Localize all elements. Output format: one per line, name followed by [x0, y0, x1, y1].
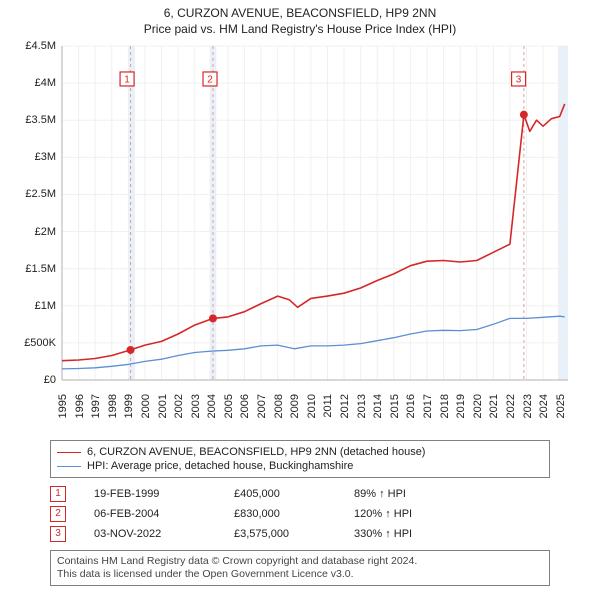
y-tick-label: £2.5M: [25, 188, 56, 200]
y-tick-label: £500K: [24, 337, 56, 349]
x-tick-label: 2016: [405, 394, 417, 418]
x-tick-label: 2019: [455, 394, 467, 418]
x-tick-label: 2003: [190, 394, 202, 418]
x-tick-label: 2018: [439, 394, 451, 418]
x-tick-label: 2017: [422, 394, 434, 418]
footer-attribution: Contains HM Land Registry data © Crown c…: [50, 550, 550, 586]
event-marker-badge: 3: [50, 526, 66, 542]
chart-container: 1 2 3 £0 £500K £1M £1.5M £2M £2.5M £3M £3.5M £4M £4…: [12, 42, 572, 412]
x-tick-label: 2014: [372, 394, 384, 418]
event-date: 19-FEB-1999: [94, 484, 234, 504]
event-price: £3,575,000: [234, 524, 354, 544]
footer-line2: This data is licensed under the Open Gov…: [57, 568, 543, 581]
y-tick-label: £4M: [35, 77, 56, 89]
event-price: £830,000: [234, 504, 354, 524]
y-tick-label: £3.5M: [25, 114, 56, 126]
event-marker-row: 2 06-FEB-2004£830,000120% ↑ HPI: [50, 504, 550, 524]
y-tick-label: £1M: [35, 300, 56, 312]
legend-swatch: [57, 466, 81, 467]
legend-label: 6, CURZON AVENUE, BEACONSFIELD, HP9 2NN …: [87, 445, 425, 459]
legend-label: HPI: Average price, detached house, Buck…: [87, 459, 353, 473]
event-date: 06-FEB-2004: [94, 504, 234, 524]
x-tick-label: 2002: [173, 394, 185, 418]
x-tick-label: 2005: [223, 394, 235, 418]
x-tick-label: 2000: [140, 394, 152, 418]
x-tick-label: 2013: [356, 394, 368, 418]
x-tick-label: 2021: [488, 394, 500, 418]
x-tick-label: 2025: [555, 394, 567, 418]
event-marker-badge: 1: [50, 486, 66, 502]
y-tick-label: £3M: [35, 151, 56, 163]
x-tick-label: 1997: [90, 394, 102, 418]
y-tick-label: £0: [44, 374, 56, 386]
svg-text:2: 2: [207, 74, 213, 85]
y-tick-label: £2M: [35, 226, 56, 238]
x-tick-label: 2020: [472, 394, 484, 418]
svg-text:3: 3: [516, 74, 522, 85]
event-markers-table: 1 19-FEB-1999£405,00089% ↑ HPI 2 06-FEB-200…: [50, 484, 550, 544]
legend-swatch: [57, 452, 81, 453]
line-chart: 1 2 3: [12, 42, 572, 412]
legend-item: 6, CURZON AVENUE, BEACONSFIELD, HP9 2NN …: [57, 445, 543, 459]
legend: 6, CURZON AVENUE, BEACONSFIELD, HP9 2NN …: [50, 440, 550, 478]
event-marker-badge: 2: [50, 506, 66, 522]
x-tick-label: 2015: [389, 394, 401, 418]
x-tick-label: 2001: [157, 394, 169, 418]
x-tick-label: 2024: [538, 394, 550, 418]
x-tick-label: 1996: [74, 394, 86, 418]
x-tick-label: 2008: [273, 394, 285, 418]
x-tick-label: 1998: [107, 394, 119, 418]
event-date: 03-NOV-2022: [94, 524, 234, 544]
title-line1: 6, CURZON AVENUE, BEACONSFIELD, HP9 2NN: [0, 6, 600, 20]
x-tick-label: 2004: [206, 394, 218, 418]
event-pct: 330% ↑ HPI: [354, 524, 550, 544]
x-tick-label: 1995: [57, 394, 69, 418]
event-marker-row: 3 03-NOV-2022£3,575,000330% ↑ HPI: [50, 524, 550, 544]
x-tick-label: 2006: [239, 394, 251, 418]
svg-text:1: 1: [124, 74, 130, 85]
footer-line1: Contains HM Land Registry data © Crown c…: [57, 555, 543, 568]
y-tick-label: £4.5M: [25, 40, 56, 52]
title-line2: Price paid vs. HM Land Registry's House …: [0, 22, 600, 36]
event-price: £405,000: [234, 484, 354, 504]
series-price_paid: [62, 104, 565, 361]
x-tick-label: 2011: [322, 394, 334, 418]
x-tick-label: 2009: [289, 394, 301, 418]
x-tick-label: 2022: [505, 394, 517, 418]
legend-item: HPI: Average price, detached house, Buck…: [57, 459, 543, 473]
event-pct: 89% ↑ HPI: [354, 484, 550, 504]
x-tick-label: 2007: [256, 394, 268, 418]
x-tick-label: 2012: [339, 394, 351, 418]
event-marker-row: 1 19-FEB-1999£405,00089% ↑ HPI: [50, 484, 550, 504]
page-root: 6, CURZON AVENUE, BEACONSFIELD, HP9 2NN …: [0, 0, 600, 590]
x-tick-label: 2010: [306, 394, 318, 418]
event-pct: 120% ↑ HPI: [354, 504, 550, 524]
y-tick-label: £1.5M: [25, 263, 56, 275]
x-tick-label: 2023: [522, 394, 534, 418]
x-tick-label: 1999: [123, 394, 135, 418]
title-block: 6, CURZON AVENUE, BEACONSFIELD, HP9 2NN …: [0, 0, 600, 36]
